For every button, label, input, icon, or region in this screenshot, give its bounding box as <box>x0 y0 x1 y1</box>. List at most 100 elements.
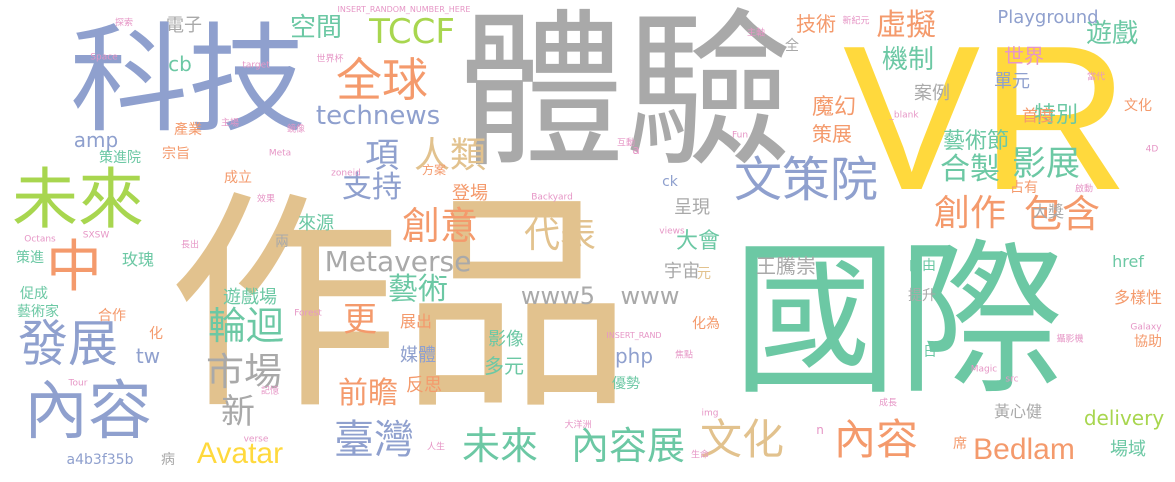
word-wenhua-small: 文化 <box>1124 98 1152 114</box>
word-ck: ck <box>662 174 678 190</box>
word-yishu: 藝術 <box>388 272 448 307</box>
word-geng: 更 <box>343 300 377 340</box>
word-rensheng: 人生 <box>426 442 446 453</box>
word-chuangzuo: 創作 <box>933 193 1007 234</box>
word-wangtengchong: 王騰崇 <box>756 254 816 278</box>
word-quan: 全 <box>785 38 799 54</box>
word-dianzi: 電子 <box>166 15 202 36</box>
word-galaxy: Galaxy <box>1130 322 1162 333</box>
word-qidong: 啟動 <box>1074 184 1094 195</box>
word-tw: tw <box>135 344 161 368</box>
word-xiang: 項 <box>365 136 399 176</box>
word-zhanyou: 占有 <box>1010 180 1038 196</box>
word-zhuchang: 主場 <box>220 118 240 129</box>
word-dahui: 大會 <box>675 229 721 254</box>
word-keji: 科技 <box>69 11 307 149</box>
word-tebie: 特別 <box>1033 103 1079 128</box>
word-changchu: 長出 <box>180 240 200 251</box>
word-weilai-small: 未來 <box>461 424 539 468</box>
word-xi: 席 <box>953 436 967 452</box>
word-weilai-big: 未來 <box>12 161 144 238</box>
word-anli: 案例 <box>914 83 950 104</box>
word-chengchang: 成長 <box>878 398 898 409</box>
word-xuni: 虛擬 <box>876 8 936 43</box>
word-yingxiang: 影像 <box>488 329 524 350</box>
word-jishu: 技術 <box>796 12 836 36</box>
word-jingxiang: 鏡像 <box>286 124 306 135</box>
word-youshi: 優勢 <box>612 376 640 392</box>
word-youxichang: 遊戲場 <box>223 287 277 308</box>
word-cejin: 策進 <box>16 250 44 266</box>
word-chengli: 成立 <box>224 170 252 186</box>
word-lunhui: 輪迴 <box>207 304 285 348</box>
word-zhanchu: 展出 <box>399 312 433 331</box>
word-huodong: 互動 <box>616 138 636 149</box>
word-shijiebei: 世界杯 <box>316 54 344 65</box>
word-duoyuan: 多元 <box>484 354 524 378</box>
word-quanqiu: 全球 <box>336 53 428 107</box>
word-baohan: 包含 <box>1023 192 1101 236</box>
word-amp: amp <box>73 128 119 152</box>
word-shengming: 生命 <box>690 450 710 461</box>
word-chanye: 產業 <box>174 122 202 138</box>
word-bedlam: Bedlam <box>973 433 1075 466</box>
word-dajiang: 大獎 <box>1031 202 1065 221</box>
word-backyard: Backyard <box>531 192 573 203</box>
word-youxi: 遊戲 <box>1085 19 1139 49</box>
word-space: Space <box>90 52 118 63</box>
word-mohuan: 魔幻 <box>811 95 857 120</box>
word-xiezhu: 協助 <box>1134 334 1162 350</box>
word-dayangzhou: 大洋洲 <box>564 420 592 431</box>
word-shoudu: 首度 <box>1021 106 1055 125</box>
word-delivery: delivery <box>1083 406 1165 430</box>
word-yingzhan: 影展 <box>1012 144 1080 184</box>
word-a-letter: a <box>632 143 640 157</box>
word-shijie: 世界 <box>1004 44 1044 68</box>
word-www5: www5 <box>520 282 596 310</box>
word-hezuo: 合作 <box>98 308 126 324</box>
word-forest: Forest <box>294 308 322 319</box>
word-huangxinjian: 黃心健 <box>993 402 1043 421</box>
word-daibiao: 代表 <box>523 215 597 256</box>
word-cb: cb <box>168 52 192 76</box>
word-insert-num: INSERT_RANDOM_NUMBER_HERE <box>337 5 471 14</box>
word-shichang: 市場 <box>205 350 283 394</box>
word-xin: 新 <box>221 392 255 432</box>
word-magic: Magic <box>970 364 998 375</box>
word-jizhi: 機制 <box>881 45 935 75</box>
word-cezhan: 策展 <box>812 122 852 146</box>
word-dengchang: 登場 <box>452 183 488 204</box>
word-changyu: 場域 <box>1110 439 1146 460</box>
word-qianzhan: 前瞻 <box>338 376 398 411</box>
word-xinjiyuan: 新紀元 <box>842 16 870 27</box>
word-meta: Meta <box>268 148 292 159</box>
word-cucheng: 促成 <box>20 286 48 302</box>
word-danyuan: 單元 <box>994 71 1030 92</box>
word-taiwan: 臺灣 <box>334 417 414 463</box>
word-liang: 兩 <box>275 234 289 250</box>
word-ri: 日 <box>923 344 937 360</box>
word-duoyangxing: 多樣性 <box>1113 288 1163 307</box>
word-sheyingji: 攝影機 <box>1056 334 1084 345</box>
word-sxsw: SXSW <box>82 230 110 241</box>
word-bing: 病 <box>161 452 175 468</box>
word-zongzhi: 宗旨 <box>162 146 190 162</box>
word-yishujia: 藝術家 <box>17 304 59 320</box>
word-metaverse: Metaverse <box>324 245 472 278</box>
word-renlei: 人類 <box>413 135 487 176</box>
word-xiandai: 當代 <box>1086 72 1106 83</box>
word-yishujie: 藝術節 <box>942 129 1010 154</box>
word-chuangyi: 創意 <box>401 204 479 248</box>
word-zhuti: 主軸 <box>746 28 766 39</box>
word-chengxian: 呈現 <box>674 197 710 218</box>
word-yuan: 元 <box>697 266 711 282</box>
word-tisheng: 提升 <box>908 288 936 304</box>
word-php: php <box>614 344 654 368</box>
word-tansuo: 探索 <box>114 18 134 29</box>
word-meigui: 玫瑰 <box>121 250 155 269</box>
word-src: src <box>1005 374 1019 385</box>
word-tour: Tour <box>68 378 88 389</box>
word-neirong-right: 內容 <box>833 415 919 464</box>
word-vr: VR <box>842 3 1130 233</box>
